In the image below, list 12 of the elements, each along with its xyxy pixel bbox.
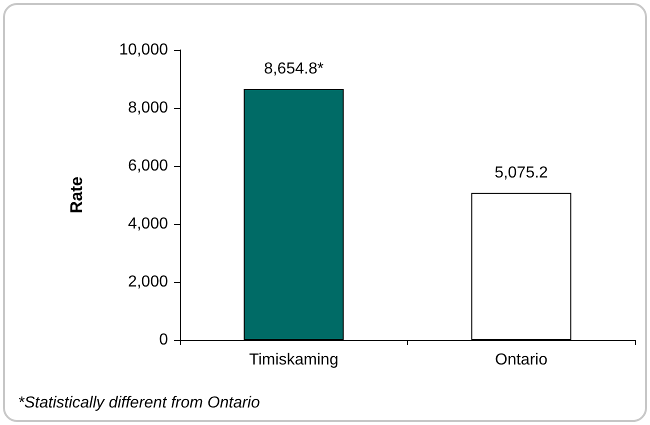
y-axis-title: Rate: [67, 176, 86, 214]
y-tick-label: 10,000: [119, 42, 168, 58]
x-tick-label: Ontario: [495, 352, 548, 368]
y-tick-label: 4,000: [128, 216, 168, 232]
x-tick-label: Timiskaming: [249, 352, 338, 368]
y-tick-label: 2,000: [128, 274, 168, 290]
data-label: 5,075.2: [494, 164, 548, 182]
data-label: 8,654.8*: [264, 60, 324, 78]
text: *Statistically different from Ontario: [18, 394, 260, 412]
y-tick-label: 8,000: [128, 100, 168, 116]
y-tick-label: 6,000: [128, 158, 168, 174]
y-tick-label: 0: [159, 332, 168, 348]
